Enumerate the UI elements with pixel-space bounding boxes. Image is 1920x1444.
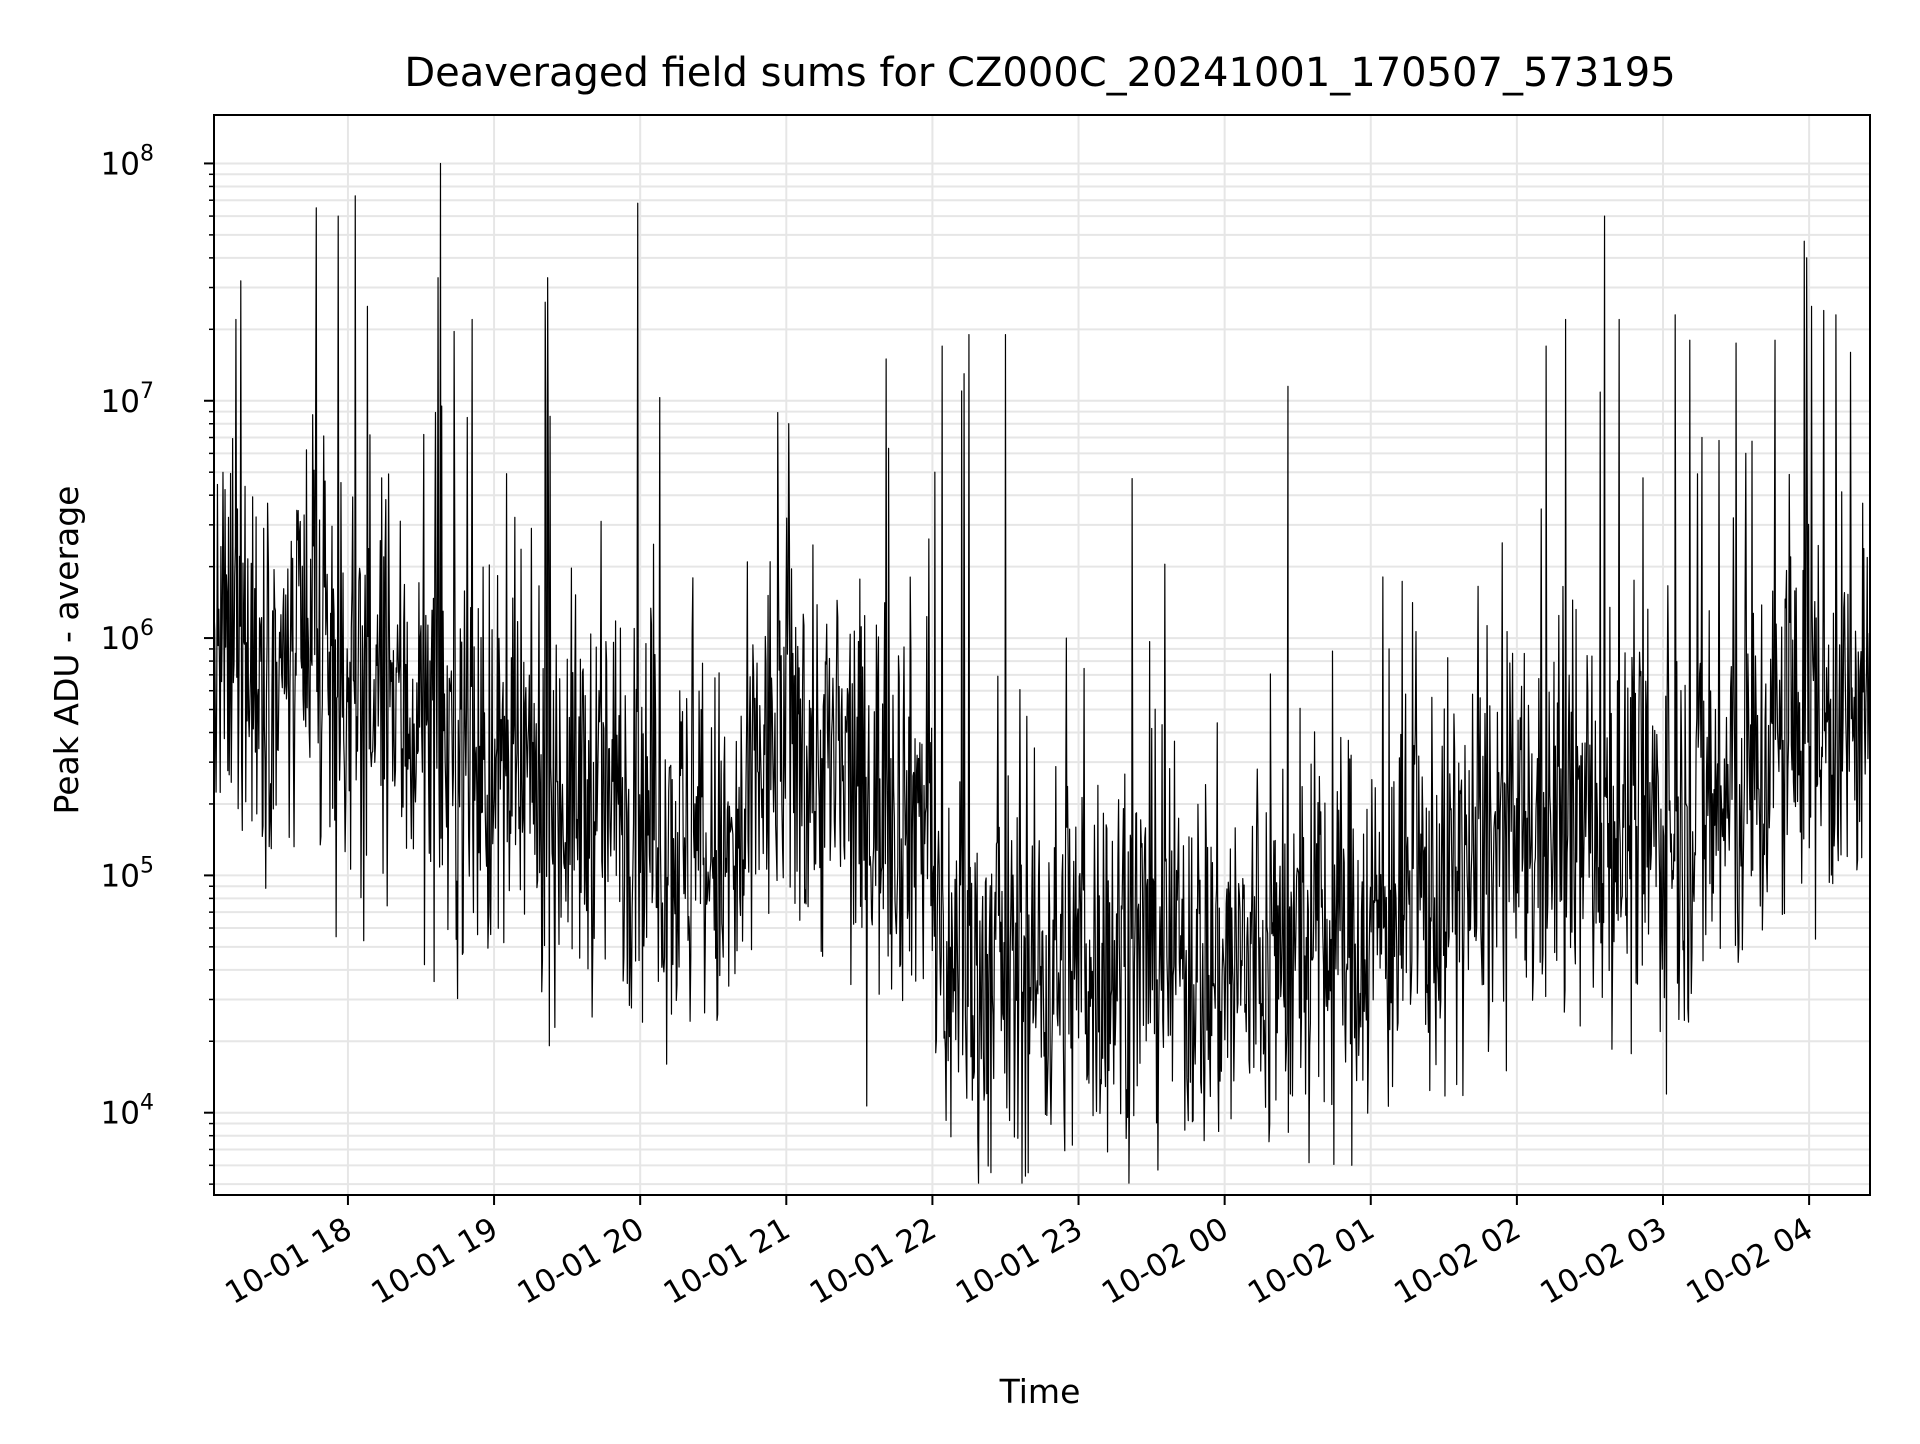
y-axis: 104 105 106 107 108	[101, 141, 214, 1185]
x-tick-label: 10-02 02	[1388, 1211, 1527, 1312]
x-tick-label: 10-02 00	[1096, 1211, 1235, 1312]
y-tick-label: 105	[101, 853, 154, 894]
series-line	[213, 162, 1871, 1184]
y-tick-label: 104	[101, 1091, 154, 1132]
plot-frame	[213, 114, 1871, 1196]
x-tick-label: 10-02 04	[1680, 1211, 1819, 1312]
x-axis-label: Time	[999, 1372, 1081, 1411]
y-tick-label: 107	[101, 379, 154, 420]
x-tick-label: 10-02 03	[1534, 1211, 1673, 1312]
x-tick-label: 10-01 21	[658, 1211, 797, 1312]
x-tick-label: 10-01 20	[511, 1211, 650, 1312]
x-tick-label: 10-01 22	[804, 1211, 943, 1312]
x-axis: 10-01 18 10-01 19 10-01 20 10-01 21 10-01 22…	[219, 1195, 1819, 1312]
x-tick-label: 10-01 23	[950, 1211, 1089, 1312]
x-tick-label: 10-01 18	[219, 1211, 358, 1312]
chart-title: Deaveraged field sums for CZ000C_2024100…	[404, 50, 1675, 96]
y-axis-label: Peak ADU - average	[47, 486, 86, 815]
x-tick-label: 10-01 19	[365, 1211, 504, 1312]
series-0-line	[213, 162, 1871, 1184]
y-tick-label: 106	[101, 616, 154, 657]
x-tick-label: 10-02 01	[1242, 1211, 1381, 1312]
y-tick-label: 108	[101, 141, 154, 182]
